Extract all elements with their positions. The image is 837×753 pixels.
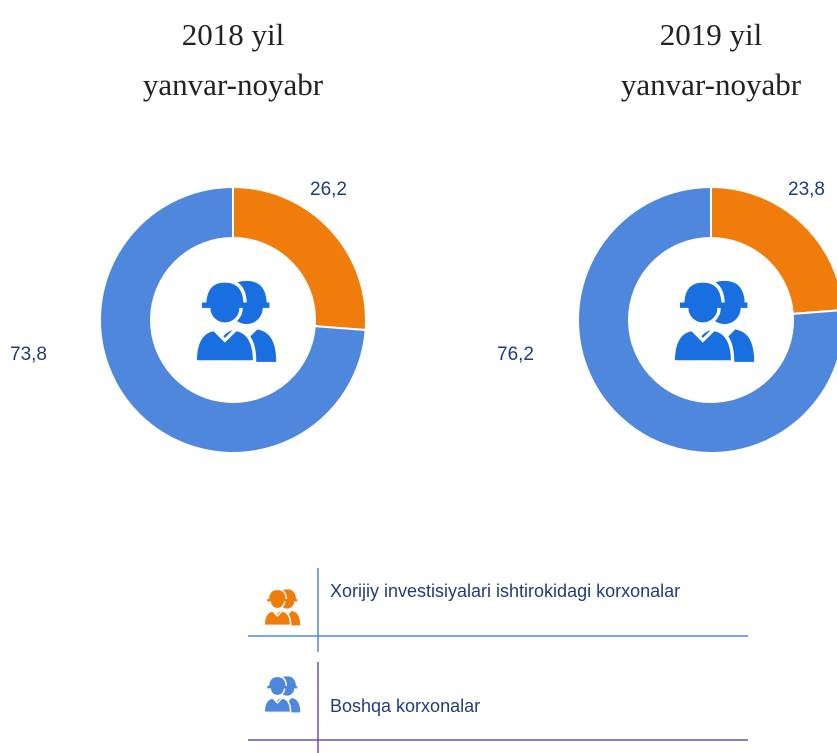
chart-subtitle: yanvar-noyabr	[143, 67, 324, 102]
value-label: 76,2	[497, 344, 534, 365]
person	[263, 675, 292, 714]
slice	[99, 185, 367, 454]
helmet-brim	[267, 686, 288, 689]
helmet	[680, 279, 725, 307]
value-label: 23,8	[788, 179, 825, 200]
people-icon	[671, 279, 755, 364]
people-icon	[193, 279, 277, 364]
slice	[710, 185, 837, 315]
shoulders	[263, 610, 292, 627]
value-label: 73,8	[10, 344, 47, 365]
chart-subtitle: yanvar-noyabr	[621, 67, 802, 102]
legend-label: Xorijiy investisiyalari ishtirokidagi ko…	[330, 581, 681, 601]
slice	[577, 185, 837, 454]
value-label: 26,2	[310, 179, 347, 200]
helmet-brim	[201, 302, 248, 308]
legend-label: Boshqa korxonalar	[330, 696, 481, 716]
shoulders	[193, 327, 257, 364]
people-icon	[263, 675, 301, 714]
helmet	[267, 675, 288, 688]
helmet-brim	[267, 599, 288, 602]
shoulders	[263, 697, 292, 714]
helmet	[202, 279, 247, 307]
person	[193, 279, 257, 364]
chart-title: 2018 yil	[182, 17, 284, 52]
person	[263, 588, 292, 627]
helmet-brim	[679, 302, 726, 308]
chart-title: 2019 yil	[660, 17, 762, 52]
slice	[232, 185, 367, 332]
person	[671, 279, 735, 364]
shoulders	[671, 327, 735, 364]
helmet	[267, 588, 288, 601]
people-icon	[263, 588, 301, 627]
